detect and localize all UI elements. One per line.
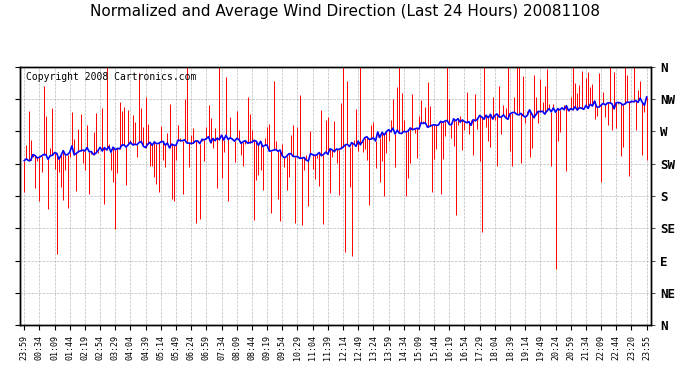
- Text: Copyright 2008 Cartronics.com: Copyright 2008 Cartronics.com: [26, 72, 197, 82]
- Text: Normalized and Average Wind Direction (Last 24 Hours) 20081108: Normalized and Average Wind Direction (L…: [90, 4, 600, 19]
